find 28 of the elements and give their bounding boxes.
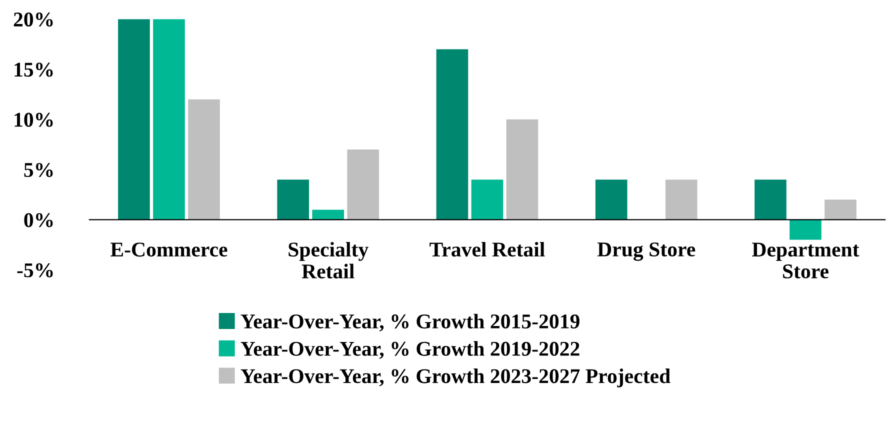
bar xyxy=(790,220,822,240)
bar xyxy=(153,19,185,220)
x-tick-label: Travel Retail xyxy=(430,242,545,257)
x-tick-label: E-Commerce xyxy=(110,242,228,257)
bar xyxy=(312,210,344,220)
bar xyxy=(436,49,468,220)
bar xyxy=(347,150,380,220)
bar xyxy=(471,180,504,220)
legend-label: Year-Over-Year, % Growth 2015-2019 xyxy=(240,314,580,332)
y-tick-label: 0% xyxy=(24,213,53,228)
y-tick-label: 10% xyxy=(14,112,53,127)
bar xyxy=(665,180,698,220)
bar xyxy=(277,180,309,220)
y-tick-label: 15% xyxy=(14,62,53,77)
x-tick-label: Specialty Retail xyxy=(288,242,368,278)
legend-label: Year-Over-Year, % Growth 2023-2027 Projected xyxy=(240,368,670,388)
y-tick-label: -5% xyxy=(17,263,53,278)
x-tick-label: Department Store xyxy=(752,242,860,278)
bar xyxy=(595,180,628,220)
bar xyxy=(506,119,538,220)
bar xyxy=(824,200,856,220)
bar xyxy=(188,99,220,220)
y-tick-label: 5% xyxy=(24,162,53,178)
y-tick-label: 20% xyxy=(14,12,53,27)
legend-label: Year-Over-Year, % Growth 2019-2022 xyxy=(240,341,580,359)
bar xyxy=(118,19,150,220)
bar xyxy=(754,180,786,220)
x-tick-label: Drug Store xyxy=(597,242,696,261)
